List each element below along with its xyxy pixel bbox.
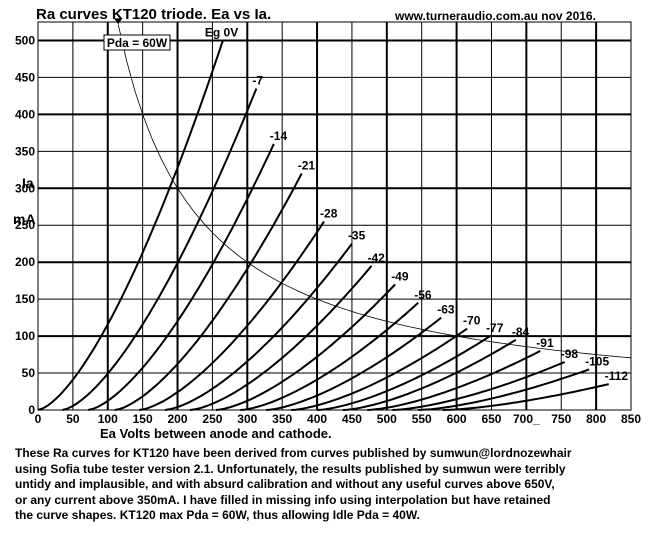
curve-line: [62, 88, 258, 411]
curve-line: [342, 338, 517, 411]
site-credit: www.turneraudio.com.au nov 2016.: [395, 9, 596, 23]
note-line: untidy and implausible, and with absurd …: [15, 477, 555, 491]
y-tick-label: 400: [15, 107, 35, 121]
x-tick-label: 350: [272, 412, 292, 426]
curve-label: -112: [605, 369, 629, 383]
x-tick-label: 550: [412, 412, 432, 426]
x-tick-label: 600: [447, 412, 467, 426]
curve-line: [37, 40, 224, 411]
x-tick-label: 50: [66, 412, 80, 426]
curve-label: -70: [463, 314, 481, 328]
curve-label: -91: [536, 336, 554, 350]
x-tick-label: 400: [307, 412, 327, 426]
x-tick-label: 500: [377, 412, 397, 426]
curve-label: -84: [512, 325, 530, 339]
y-axis-label-top: Ia: [22, 175, 34, 191]
y-tick-label: 300: [15, 181, 35, 195]
grid: [37, 21, 632, 411]
x-tick-label: 700_: [513, 412, 540, 426]
curve-label: -28: [320, 207, 338, 221]
chart-title: Ra curves KT120 triode. Ea vs Ia.: [36, 6, 272, 23]
curve-label: -42: [367, 251, 385, 265]
x-tick-label: 750: [551, 412, 571, 426]
curves: [37, 40, 609, 411]
curve-label: -14: [270, 129, 288, 143]
x-tick-label: 650: [481, 412, 501, 426]
curve-line: [291, 327, 468, 411]
curve-label: Eg 0V: [205, 25, 238, 39]
pda-curve: Pda = 60W: [103, 18, 632, 359]
x-tick-label: 300: [237, 412, 257, 426]
curve-label: -49: [391, 269, 409, 283]
x-tick-label: 850: [621, 412, 641, 426]
y-tick-label: 50: [22, 366, 36, 380]
curve-label: -63: [437, 303, 455, 317]
note-line: the curve shapes. KT120 max Pda = 60W, t…: [15, 508, 420, 522]
x-tick-label: 450: [342, 412, 362, 426]
tick-labels: 0 50 100 150 200 250 300 350 400 450 500 550 600 650 7…: [15, 33, 641, 426]
curve-labels: Eg 0V -7 -14 -21 -28 -35-42 -49 -56 -63 -70 -77 -84…: [205, 25, 628, 383]
curve-line: [442, 383, 609, 411]
y-tick-label: 100: [15, 329, 35, 343]
y-tick-label: 450: [15, 70, 35, 84]
curve-line: [392, 361, 566, 411]
curve-label: -56: [414, 288, 432, 302]
y-tick-label: 500: [15, 33, 35, 47]
x-tick-label: 0: [35, 412, 42, 426]
note-line: or any current above 350mA. I have fille…: [15, 492, 551, 507]
note-line: using Sofia tube tester version 2.1. Unf…: [15, 461, 566, 476]
curve-line: [317, 335, 491, 411]
curve-label: -21: [298, 159, 316, 173]
curve-label: -105: [585, 354, 609, 368]
note-line: These Ra curves for KT120 have been deri…: [15, 446, 572, 460]
pda-arrow: [114, 18, 123, 25]
y-axis-label-bottom: mA: [13, 211, 36, 227]
y-tick-label: 350: [15, 144, 35, 158]
curve-line: [266, 316, 442, 411]
x-tick-label: 100: [98, 412, 118, 426]
x-tick-label: 200: [168, 412, 188, 426]
curve-line: [114, 173, 303, 411]
notes: These Ra curves for KT120 have been deri…: [15, 446, 645, 524]
curve-line: [139, 220, 325, 411]
x-tick-label: 250: [202, 412, 222, 426]
curve-line: [189, 265, 373, 411]
y-tick-label: 150: [15, 292, 35, 306]
y-tick-label: 250: [15, 218, 35, 232]
curve-line: [240, 302, 419, 411]
pda-label-box: [103, 34, 171, 51]
x-axis-label: Ea Volts between anode and cathode.: [100, 426, 332, 441]
x-tick-label: 150: [133, 412, 153, 426]
y-tick-label: 0: [28, 403, 35, 417]
pda-label: Pda = 60W: [107, 36, 168, 50]
curve-label: -98: [561, 347, 579, 361]
y-tick-label: 200: [15, 255, 35, 269]
curve-line: [418, 368, 590, 411]
curve-line: [215, 283, 396, 411]
curve-line: [367, 350, 541, 411]
x-tick-label: 800: [586, 412, 606, 426]
curve-line: [87, 143, 275, 411]
curve-line: [164, 243, 353, 411]
curve-label: -7: [252, 74, 263, 88]
curve-label: -77: [486, 321, 504, 335]
pda-line: [117, 24, 632, 359]
curve-label: -35: [348, 229, 366, 243]
